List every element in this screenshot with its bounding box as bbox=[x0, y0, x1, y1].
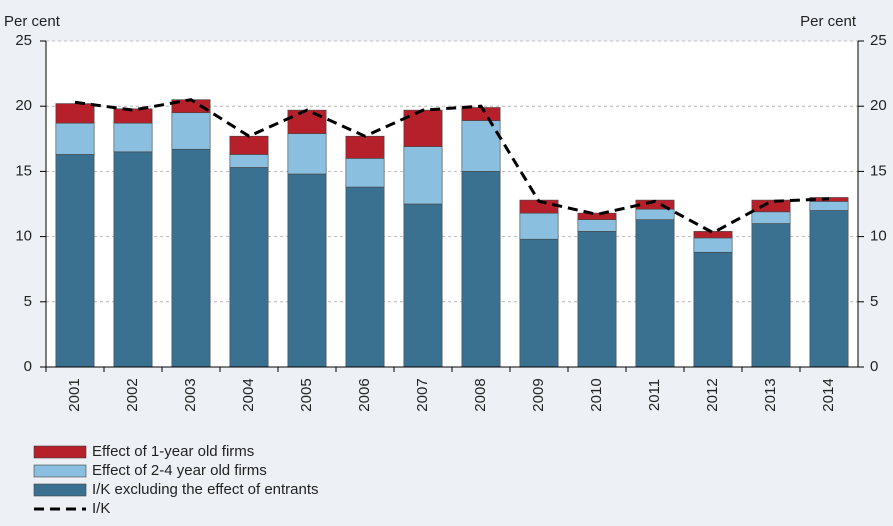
y2-tick-label: 10 bbox=[870, 228, 887, 245]
y2-tick-label: 15 bbox=[870, 162, 887, 179]
bar-segment bbox=[461, 107, 501, 121]
bar-segment bbox=[171, 112, 211, 150]
legend-swatch bbox=[33, 483, 87, 497]
bar-segment bbox=[577, 231, 617, 368]
bar-segment bbox=[55, 103, 95, 124]
y-tick-label: 5 bbox=[24, 293, 32, 310]
y-tick-label: 20 bbox=[15, 97, 32, 114]
bar-segment bbox=[229, 135, 269, 155]
x-tick-label: 2010 bbox=[588, 378, 605, 411]
bar-segment bbox=[229, 154, 269, 168]
bar-segment bbox=[461, 171, 501, 368]
y2-tick-label: 0 bbox=[870, 358, 878, 375]
x-tick-label: 2014 bbox=[820, 378, 837, 411]
bar-segment bbox=[345, 186, 385, 368]
y2-tick-label: 25 bbox=[870, 32, 887, 49]
bar-segment bbox=[171, 148, 211, 368]
bar-segment bbox=[287, 133, 327, 175]
bar-segment bbox=[403, 109, 443, 147]
bar-segment bbox=[113, 151, 153, 368]
y-tick-label: 25 bbox=[15, 32, 32, 49]
x-tick-label: 2009 bbox=[530, 378, 547, 411]
bar-segment bbox=[751, 211, 791, 224]
bar-segment bbox=[519, 212, 559, 240]
bar-segment bbox=[345, 135, 385, 159]
bar-segment bbox=[693, 237, 733, 253]
legend-swatch bbox=[33, 445, 87, 459]
bar-segment bbox=[287, 109, 327, 134]
y2-tick-label: 5 bbox=[870, 293, 878, 310]
y2-axis-label: Per cent bbox=[800, 13, 857, 30]
bar-segment bbox=[519, 238, 559, 368]
legend-label: Effect of 2-4 year old firms bbox=[92, 462, 267, 479]
bar-segment bbox=[229, 167, 269, 368]
legend-label: I/K excluding the effect of entrants bbox=[92, 481, 319, 498]
bar-segment bbox=[635, 219, 675, 368]
y-tick-label: 15 bbox=[15, 162, 32, 179]
bar-segment bbox=[55, 154, 95, 368]
bar-segment bbox=[113, 122, 153, 153]
bar-segment bbox=[693, 251, 733, 368]
bar-segment bbox=[751, 199, 791, 213]
bar-segment bbox=[635, 208, 675, 220]
bar-segment bbox=[287, 173, 327, 368]
line-series bbox=[74, 98, 830, 235]
y-tick-label: 0 bbox=[24, 358, 32, 375]
x-tick-label: 2004 bbox=[240, 378, 257, 411]
bar-segment bbox=[403, 203, 443, 368]
bar-segment bbox=[577, 212, 617, 220]
bar-segment bbox=[809, 210, 849, 368]
bar-segment bbox=[113, 108, 153, 124]
x-tick-label: 2012 bbox=[704, 378, 721, 411]
bar-segment bbox=[345, 158, 385, 188]
x-tick-label: 2013 bbox=[762, 378, 779, 411]
y2-tick-label: 20 bbox=[870, 97, 887, 114]
bar-segment bbox=[55, 122, 95, 155]
bar-segment bbox=[693, 231, 733, 239]
x-tick-label: 2011 bbox=[646, 379, 663, 411]
legend-label: Effect of 1-year old firms bbox=[92, 443, 254, 460]
x-tick-label: 2008 bbox=[472, 378, 489, 411]
x-tick-label: 2003 bbox=[182, 378, 199, 411]
x-tick-label: 2005 bbox=[298, 378, 315, 411]
legend-swatch bbox=[33, 464, 87, 478]
x-tick-label: 2001 bbox=[66, 378, 83, 411]
x-tick-label: 2006 bbox=[356, 378, 373, 411]
legend-label: I/K bbox=[92, 500, 110, 517]
bar-segment bbox=[403, 146, 443, 205]
bar-segment bbox=[461, 120, 501, 172]
y-axis-label: Per cent bbox=[4, 13, 61, 30]
y-tick-label: 10 bbox=[15, 228, 32, 245]
bar-segment bbox=[751, 223, 791, 368]
x-tick-label: 2002 bbox=[124, 378, 141, 411]
plot-area bbox=[46, 41, 858, 367]
x-tick-label: 2007 bbox=[414, 378, 431, 411]
bar-segment bbox=[577, 219, 617, 232]
bar-segment bbox=[809, 201, 849, 211]
